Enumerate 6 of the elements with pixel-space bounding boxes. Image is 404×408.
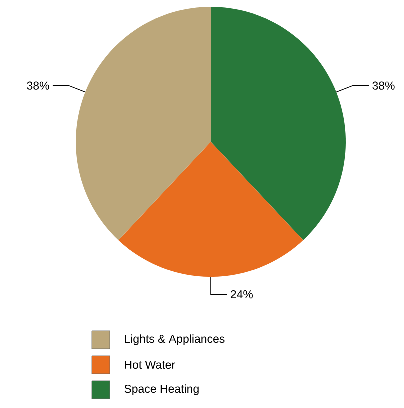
legend-label: Space Heating [124,384,199,396]
data-label: 38% [27,82,50,90]
data-label: 24% [230,290,254,299]
data-label: 38% [372,82,395,90]
legend-label: Lights & Appliances [125,334,225,346]
legend-label: Hot Water [125,360,176,370]
